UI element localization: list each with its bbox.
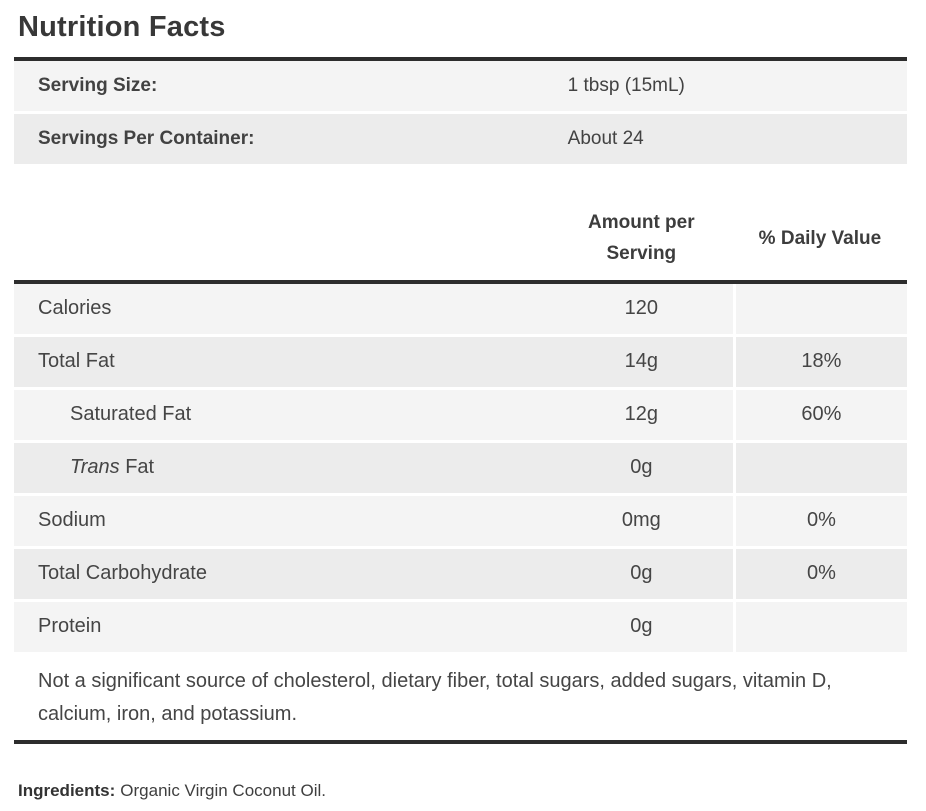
- nutrient-amount: 120: [549, 283, 733, 334]
- table-row-trans-fat: Trans Fat 0g: [14, 439, 907, 493]
- nutrient-amount: 0mg: [549, 492, 733, 546]
- table-row-total-carbohydrate: Total Carbohydrate 0g 0%: [14, 545, 907, 599]
- trans-rest-text: Fat: [119, 456, 155, 479]
- ingredients-value: Organic Virgin Coconut Oil.: [120, 780, 326, 800]
- table-row: Serving Size: 1 tbsp (15mL): [14, 61, 907, 111]
- nutrient-daily-value: 0%: [732, 492, 907, 546]
- nutrient-amount: 12g: [549, 386, 733, 440]
- nutrition-values-table: Amount per Serving % Daily Value Calorie…: [14, 164, 907, 744]
- nutrient-amount: 0g: [549, 545, 733, 599]
- serving-size-value: 1 tbsp (15mL): [567, 61, 907, 111]
- nutrient-daily-value: [732, 598, 907, 652]
- serving-info-table: Serving Size: 1 tbsp (15mL) Servings Per…: [14, 57, 907, 164]
- nutrient-label: Total Fat: [14, 333, 550, 387]
- table-row-calories: Calories 120: [14, 283, 907, 334]
- table-row-sodium: Sodium 0mg 0%: [14, 492, 907, 546]
- servings-per-container-value: About 24: [567, 111, 907, 164]
- table-row-footnote: Not a significant source of cholesterol,…: [14, 651, 907, 744]
- ingredients-label: Ingredients:: [18, 780, 116, 800]
- nutrient-daily-value: 60%: [732, 386, 907, 440]
- nutrient-amount: 0g: [549, 439, 733, 493]
- page-title: Nutrition Facts: [18, 11, 226, 43]
- nutrient-label: Calories: [14, 283, 550, 334]
- nutrient-daily-value: 0%: [732, 545, 907, 599]
- amount-per-serving-header: Amount per Serving: [549, 164, 733, 284]
- nutrient-label: Trans Fat: [14, 439, 550, 493]
- nutrient-daily-value: 18%: [732, 333, 907, 387]
- nutrient-daily-value: [732, 283, 907, 334]
- table-row-protein: Protein 0g: [14, 598, 907, 652]
- not-significant-source-note: Not a significant source of cholesterol,…: [14, 651, 907, 744]
- table-row-saturated-fat: Saturated Fat 12g 60%: [14, 386, 907, 440]
- nutrient-label: Sodium: [14, 492, 550, 546]
- daily-value-header: % Daily Value: [732, 164, 907, 284]
- trans-italic-text: Trans: [70, 456, 120, 479]
- nutrient-amount: 14g: [549, 333, 733, 387]
- nutrient-label: Protein: [14, 598, 550, 652]
- nutrient-amount: 0g: [549, 598, 733, 652]
- serving-size-label: Serving Size:: [14, 61, 568, 111]
- nutrient-label: Total Carbohydrate: [14, 545, 550, 599]
- table-row: Servings Per Container: About 24: [14, 111, 907, 164]
- ingredients-line: Ingredients: Organic Virgin Coconut Oil.: [14, 744, 907, 801]
- servings-per-container-label: Servings Per Container:: [14, 111, 568, 164]
- nutrient-label: Saturated Fat: [14, 386, 550, 440]
- nutrient-daily-value: [732, 439, 907, 493]
- table-row-total-fat: Total Fat 14g 18%: [14, 333, 907, 387]
- table-header-row: Amount per Serving % Daily Value: [14, 164, 907, 284]
- header-spacer: [14, 164, 550, 284]
